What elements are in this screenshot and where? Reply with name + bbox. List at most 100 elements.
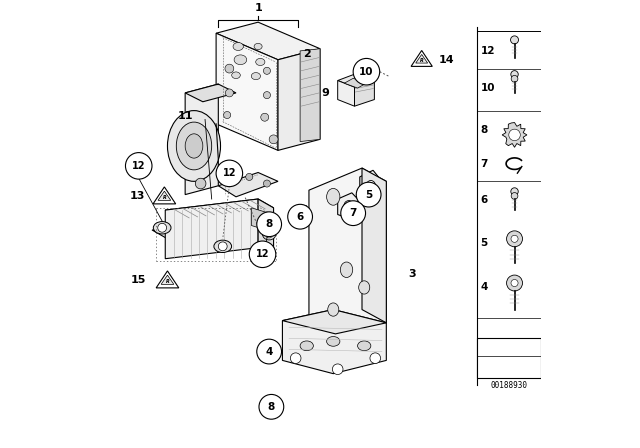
Text: 4: 4 <box>481 282 488 293</box>
Ellipse shape <box>185 134 203 158</box>
Text: 14: 14 <box>438 55 454 65</box>
Circle shape <box>511 188 518 195</box>
Ellipse shape <box>344 201 354 211</box>
Ellipse shape <box>262 229 276 240</box>
Ellipse shape <box>252 73 260 80</box>
Text: 12: 12 <box>256 249 269 259</box>
Polygon shape <box>216 22 320 60</box>
Text: 7: 7 <box>481 159 488 168</box>
Circle shape <box>507 231 522 247</box>
Circle shape <box>157 224 166 232</box>
Text: 2: 2 <box>303 49 311 59</box>
Text: 15: 15 <box>131 275 147 285</box>
Circle shape <box>264 180 271 187</box>
Text: 3: 3 <box>408 269 416 279</box>
Polygon shape <box>416 55 428 63</box>
Circle shape <box>288 204 312 229</box>
Polygon shape <box>360 170 382 201</box>
Circle shape <box>257 212 282 237</box>
Circle shape <box>223 112 230 119</box>
Text: 13: 13 <box>130 191 145 201</box>
Circle shape <box>269 135 278 144</box>
Text: 12: 12 <box>132 161 145 171</box>
Polygon shape <box>216 33 278 151</box>
Circle shape <box>507 275 522 291</box>
Circle shape <box>264 91 271 99</box>
Polygon shape <box>344 78 367 88</box>
Text: 12: 12 <box>223 168 236 178</box>
Polygon shape <box>362 168 387 323</box>
Polygon shape <box>338 73 374 87</box>
Ellipse shape <box>214 240 232 253</box>
Circle shape <box>511 75 518 82</box>
Polygon shape <box>165 199 258 258</box>
Circle shape <box>291 353 301 363</box>
Text: 6: 6 <box>296 212 304 222</box>
Polygon shape <box>165 199 273 219</box>
Ellipse shape <box>326 336 340 346</box>
Circle shape <box>216 160 243 187</box>
Ellipse shape <box>326 189 340 205</box>
Ellipse shape <box>168 111 221 181</box>
Text: 10: 10 <box>481 83 495 94</box>
Text: 5: 5 <box>365 190 372 200</box>
Circle shape <box>264 67 271 74</box>
Circle shape <box>511 235 518 242</box>
Circle shape <box>246 173 253 181</box>
Ellipse shape <box>358 341 371 351</box>
Circle shape <box>259 394 284 419</box>
Ellipse shape <box>366 181 376 193</box>
Polygon shape <box>502 123 527 147</box>
Polygon shape <box>218 172 278 197</box>
Ellipse shape <box>232 72 240 78</box>
Polygon shape <box>185 84 218 194</box>
Circle shape <box>511 280 518 287</box>
Circle shape <box>225 89 234 97</box>
Text: R: R <box>420 58 424 63</box>
Polygon shape <box>161 275 174 284</box>
Polygon shape <box>153 187 176 204</box>
Text: R: R <box>163 195 166 200</box>
Circle shape <box>260 113 269 121</box>
Text: 10: 10 <box>359 67 374 77</box>
Text: 8: 8 <box>268 402 275 412</box>
Polygon shape <box>278 49 320 151</box>
Ellipse shape <box>328 303 339 316</box>
Polygon shape <box>152 230 273 239</box>
Polygon shape <box>477 338 541 378</box>
Text: 5: 5 <box>481 238 488 248</box>
Polygon shape <box>309 168 387 345</box>
Ellipse shape <box>176 122 212 170</box>
Text: 11: 11 <box>177 111 193 121</box>
Polygon shape <box>258 199 273 250</box>
Circle shape <box>356 182 381 207</box>
Circle shape <box>195 178 206 189</box>
Text: 00188930: 00188930 <box>491 381 528 390</box>
Circle shape <box>511 71 518 78</box>
Polygon shape <box>185 84 236 102</box>
Ellipse shape <box>233 43 243 51</box>
Text: 9: 9 <box>322 88 330 98</box>
Circle shape <box>249 241 276 267</box>
Ellipse shape <box>256 58 265 65</box>
Text: 6: 6 <box>481 195 488 205</box>
Circle shape <box>340 201 365 225</box>
Polygon shape <box>355 80 374 106</box>
Text: R: R <box>166 279 170 284</box>
Circle shape <box>266 231 273 238</box>
Polygon shape <box>156 271 179 288</box>
Ellipse shape <box>234 55 247 65</box>
Polygon shape <box>411 51 432 66</box>
Text: 7: 7 <box>349 208 357 218</box>
Circle shape <box>511 36 518 44</box>
Circle shape <box>353 58 380 85</box>
Polygon shape <box>338 193 360 220</box>
Text: 12: 12 <box>481 46 495 56</box>
Polygon shape <box>282 310 387 374</box>
Text: 8: 8 <box>481 125 488 135</box>
Polygon shape <box>282 310 387 334</box>
Circle shape <box>125 153 152 179</box>
Ellipse shape <box>358 281 370 294</box>
Ellipse shape <box>300 341 314 351</box>
Circle shape <box>511 193 518 199</box>
